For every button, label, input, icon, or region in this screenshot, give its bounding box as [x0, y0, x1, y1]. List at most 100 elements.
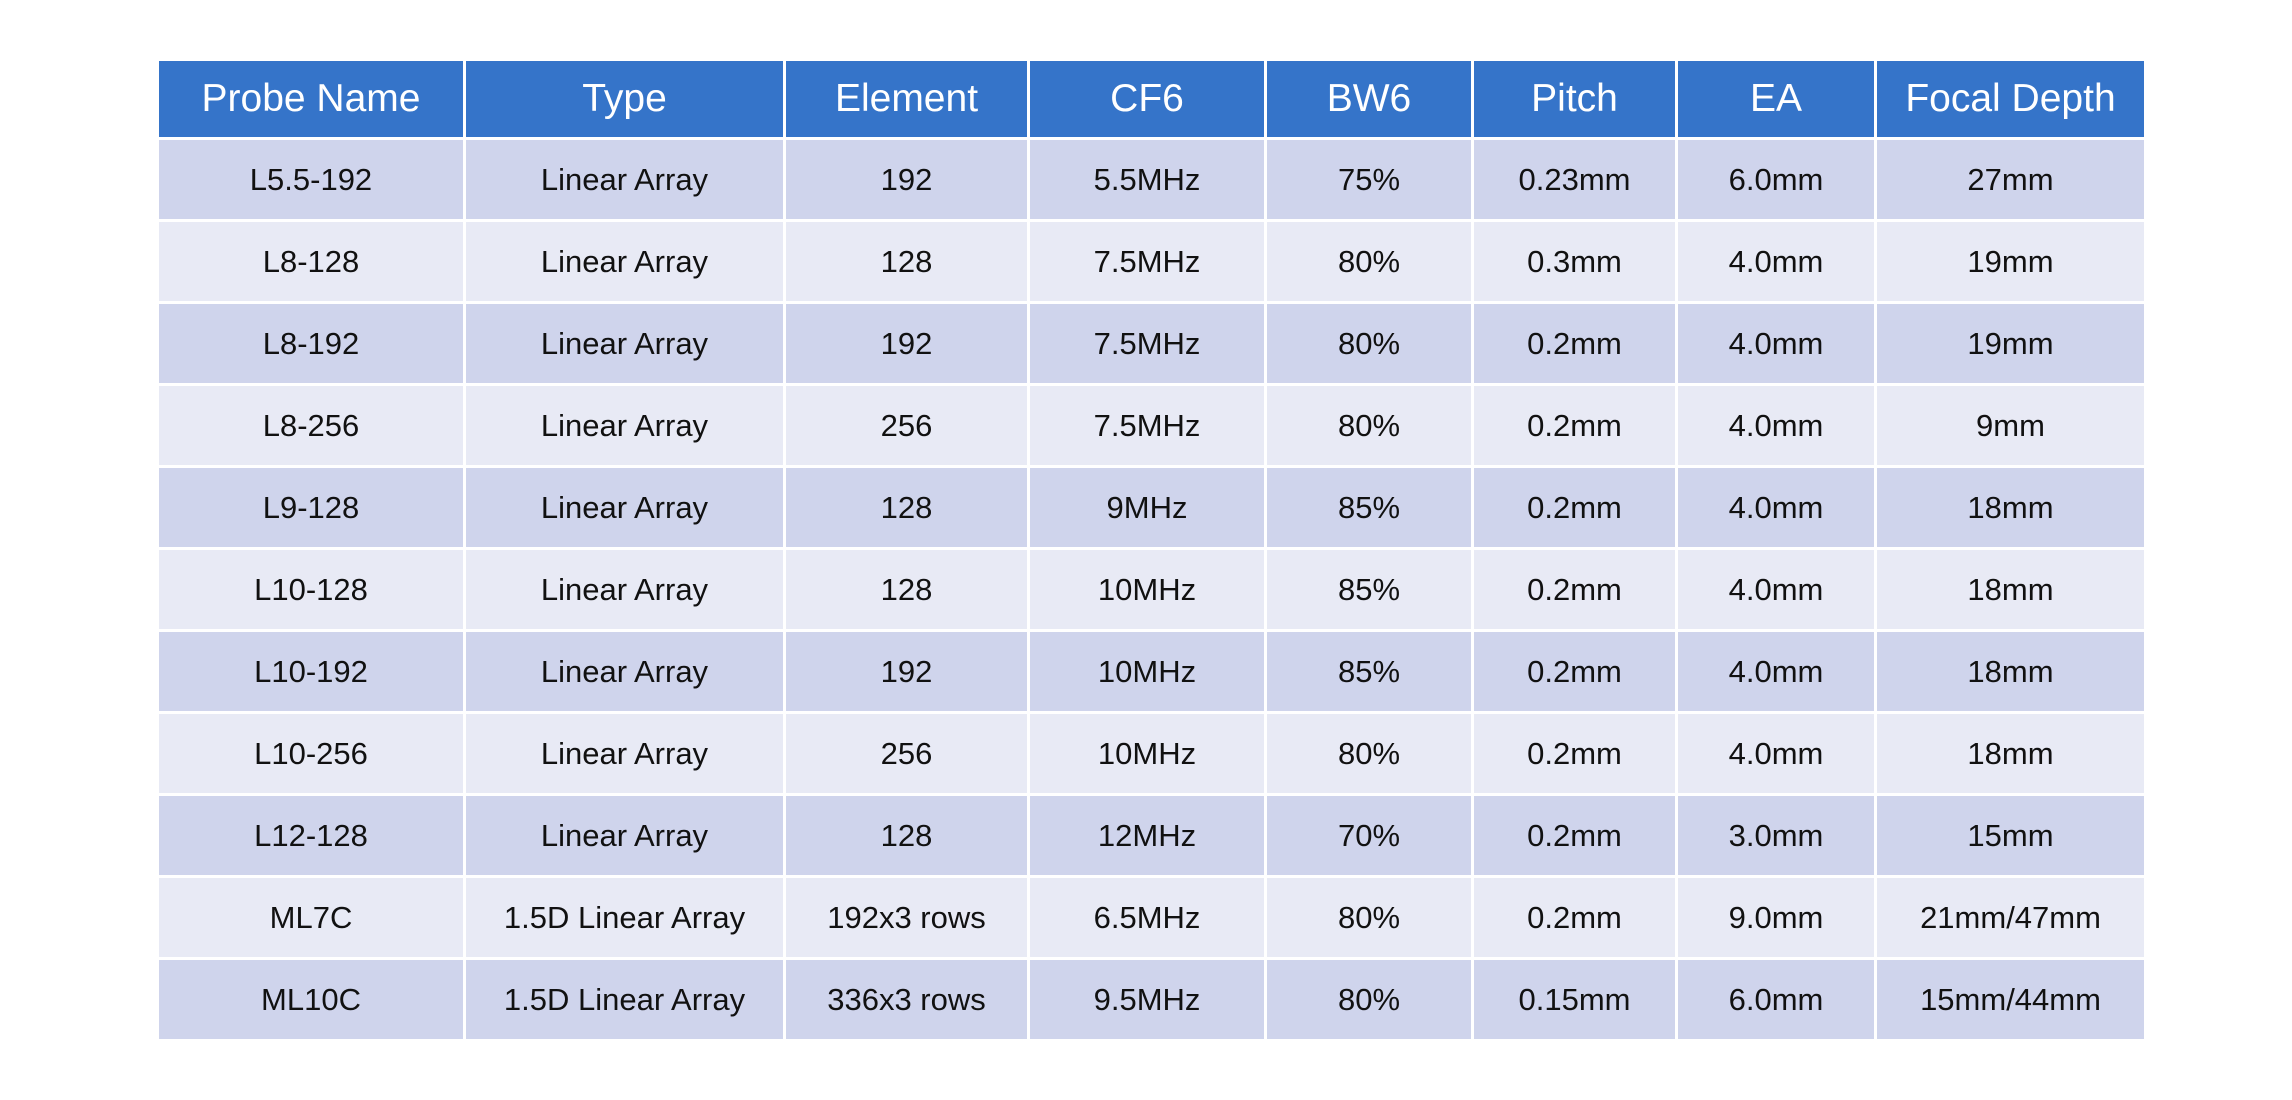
table-cell: 0.2mm	[1471, 547, 1678, 632]
table-cell: 128	[783, 547, 1030, 632]
table-cell: 192	[783, 137, 1030, 222]
table-cell: 19mm	[1874, 219, 2147, 304]
table-cell: 80%	[1264, 875, 1474, 960]
table-row: L10-256 Linear Array 256 10MHz 80% 0.2mm 4.0mm…	[156, 711, 2147, 796]
table-cell: 9.5MHz	[1027, 957, 1267, 1042]
table-cell: Linear Array	[463, 793, 786, 878]
table-cell: 4.0mm	[1675, 219, 1877, 304]
table-cell: L10-128	[156, 547, 466, 632]
table-cell: ML10C	[156, 957, 466, 1042]
table-cell: 75%	[1264, 137, 1474, 222]
table-cell: 9.0mm	[1675, 875, 1877, 960]
table-cell: 85%	[1264, 547, 1474, 632]
table-cell: 0.2mm	[1471, 301, 1678, 386]
table-cell: 0.2mm	[1471, 793, 1678, 878]
table-cell: 27mm	[1874, 137, 2147, 222]
table-cell: L8-192	[156, 301, 466, 386]
table-cell: 256	[783, 383, 1030, 468]
table-cell: L5.5-192	[156, 137, 466, 222]
table-cell: 6.5MHz	[1027, 875, 1267, 960]
table-cell: Linear Array	[463, 629, 786, 714]
table-cell: Linear Array	[463, 383, 786, 468]
table-cell: 10MHz	[1027, 547, 1267, 632]
table-cell: 9MHz	[1027, 465, 1267, 550]
table-cell: 85%	[1264, 629, 1474, 714]
table-cell: 4.0mm	[1675, 711, 1877, 796]
table-cell: 0.23mm	[1471, 137, 1678, 222]
table-cell: 7.5MHz	[1027, 301, 1267, 386]
table-cell: 0.2mm	[1471, 629, 1678, 714]
table-cell: 3.0mm	[1675, 793, 1877, 878]
table-cell: 15mm/44mm	[1874, 957, 2147, 1042]
table-cell: 10MHz	[1027, 711, 1267, 796]
table-cell: 85%	[1264, 465, 1474, 550]
table-cell: 6.0mm	[1675, 137, 1877, 222]
table-cell: Linear Array	[463, 219, 786, 304]
table-cell: 12MHz	[1027, 793, 1267, 878]
table-cell: 256	[783, 711, 1030, 796]
header-cell: Element	[783, 58, 1030, 140]
table-header: Probe Name Type Element CF6 BW6 Pitch EA Focal …	[156, 58, 2147, 140]
table-cell: ML7C	[156, 875, 466, 960]
table-cell: 9mm	[1874, 383, 2147, 468]
table-cell: 0.2mm	[1471, 383, 1678, 468]
table-cell: 70%	[1264, 793, 1474, 878]
table-cell: L8-128	[156, 219, 466, 304]
table-cell: 80%	[1264, 301, 1474, 386]
table-cell: 1.5D Linear Array	[463, 957, 786, 1042]
table-cell: 128	[783, 793, 1030, 878]
table-cell: 10MHz	[1027, 629, 1267, 714]
table-row: L8-128 Linear Array 128 7.5MHz 80% 0.3mm 4.0mm…	[156, 219, 2147, 304]
table-row: L12-128 Linear Array 128 12MHz 70% 0.2mm 3.0mm…	[156, 793, 2147, 878]
table-cell: 80%	[1264, 957, 1474, 1042]
table-cell: Linear Array	[463, 547, 786, 632]
table-cell: 336x3 rows	[783, 957, 1030, 1042]
table-cell: 0.2mm	[1471, 711, 1678, 796]
table-cell: 21mm/47mm	[1874, 875, 2147, 960]
table-cell: 128	[783, 219, 1030, 304]
table-cell: 18mm	[1874, 547, 2147, 632]
table-row: L9-128 Linear Array 128 9MHz 85% 0.2mm 4.0mm 18…	[156, 465, 2147, 550]
table-cell: Linear Array	[463, 711, 786, 796]
table-row: L8-256 Linear Array 256 7.5MHz 80% 0.2mm 4.0mm…	[156, 383, 2147, 468]
table-cell: 1.5D Linear Array	[463, 875, 786, 960]
table-cell: 4.0mm	[1675, 383, 1877, 468]
table-cell: 18mm	[1874, 711, 2147, 796]
table-cell: 0.3mm	[1471, 219, 1678, 304]
header-cell: Probe Name	[156, 58, 466, 140]
table-cell: 0.2mm	[1471, 465, 1678, 550]
table-row: ML7C 1.5D Linear Array 192x3 rows 6.5MHz 80%…	[156, 875, 2147, 960]
table-cell: 18mm	[1874, 465, 2147, 550]
header-row: Probe Name Type Element CF6 BW6 Pitch EA Focal …	[156, 58, 2147, 140]
table-cell: 4.0mm	[1675, 465, 1877, 550]
table-cell: 192x3 rows	[783, 875, 1030, 960]
header-cell: Pitch	[1471, 58, 1678, 140]
table-cell: 192	[783, 629, 1030, 714]
table-body: L5.5-192 Linear Array 192 5.5MHz 75% 0.23mm 6.…	[156, 137, 2147, 1042]
table-cell: 0.2mm	[1471, 875, 1678, 960]
table-cell: 18mm	[1874, 629, 2147, 714]
table-cell: L8-256	[156, 383, 466, 468]
table-cell: 7.5MHz	[1027, 383, 1267, 468]
table-row: L8-192 Linear Array 192 7.5MHz 80% 0.2mm 4.0mm…	[156, 301, 2147, 386]
table-cell: 6.0mm	[1675, 957, 1877, 1042]
table-cell: 5.5MHz	[1027, 137, 1267, 222]
table-cell: L10-192	[156, 629, 466, 714]
table-cell: Linear Array	[463, 301, 786, 386]
table-row: ML10C 1.5D Linear Array 336x3 rows 9.5MHz 80…	[156, 957, 2147, 1042]
table-cell: 80%	[1264, 711, 1474, 796]
header-cell: CF6	[1027, 58, 1267, 140]
table-cell: 4.0mm	[1675, 629, 1877, 714]
header-cell: Focal Depth	[1874, 58, 2147, 140]
header-cell: EA	[1675, 58, 1877, 140]
table-cell: 15mm	[1874, 793, 2147, 878]
table-cell: 19mm	[1874, 301, 2147, 386]
table-cell: Linear Array	[463, 137, 786, 222]
table-cell: L9-128	[156, 465, 466, 550]
header-cell: Type	[463, 58, 786, 140]
table-row: L5.5-192 Linear Array 192 5.5MHz 75% 0.23mm 6.…	[156, 137, 2147, 222]
table-cell: 4.0mm	[1675, 547, 1877, 632]
table-cell: 4.0mm	[1675, 301, 1877, 386]
table-cell: 128	[783, 465, 1030, 550]
probe-table: Probe Name Type Element CF6 BW6 Pitch EA Focal …	[156, 58, 2147, 1042]
